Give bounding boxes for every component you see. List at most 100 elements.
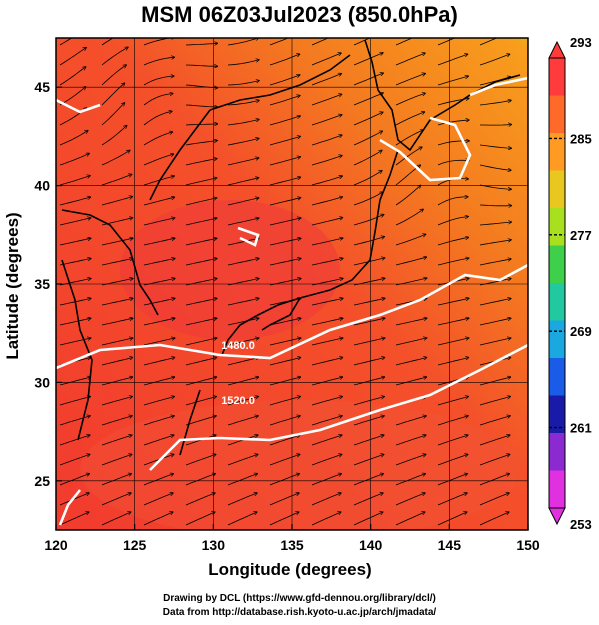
colorbar-segment bbox=[549, 283, 565, 321]
streamline bbox=[395, 185, 421, 206]
colorbar-segment bbox=[549, 58, 565, 96]
x-tick-label: 150 bbox=[516, 537, 540, 553]
streamline bbox=[101, 103, 125, 126]
streamline bbox=[479, 416, 510, 426]
streamline bbox=[437, 338, 469, 346]
streamline bbox=[227, 238, 259, 246]
streamline bbox=[143, 94, 173, 106]
streamline bbox=[101, 150, 130, 166]
streamline bbox=[269, 177, 301, 186]
streamline bbox=[227, 358, 259, 366]
streamline bbox=[185, 377, 217, 386]
streamline bbox=[479, 338, 511, 346]
streamline bbox=[227, 298, 259, 306]
streamline bbox=[185, 474, 215, 486]
streamline bbox=[395, 257, 427, 266]
streamline bbox=[269, 338, 301, 346]
streamline bbox=[479, 397, 510, 406]
streamline bbox=[101, 279, 133, 286]
x-tick-label: 140 bbox=[359, 537, 383, 553]
axis-ticks: 120 125 130 135 140 145 150 25 30 35 40 45 bbox=[34, 79, 539, 553]
streamline bbox=[437, 416, 468, 426]
streamline bbox=[395, 358, 427, 366]
streamline bbox=[59, 153, 89, 166]
streamline bbox=[353, 377, 385, 386]
streamline bbox=[185, 358, 217, 366]
streamline bbox=[59, 87, 86, 106]
streamline bbox=[395, 112, 425, 126]
streamline bbox=[227, 338, 259, 346]
streamline bbox=[101, 298, 133, 306]
streamline bbox=[143, 377, 175, 386]
x-tick-label: 135 bbox=[280, 537, 304, 553]
isotherm-contours bbox=[56, 76, 528, 526]
streamline bbox=[143, 358, 175, 366]
streamline bbox=[311, 218, 343, 226]
streamline bbox=[59, 38, 73, 46]
streamline bbox=[143, 318, 175, 326]
streamline bbox=[185, 84, 217, 88]
streamline bbox=[227, 416, 258, 426]
streamline bbox=[143, 474, 173, 486]
streamline bbox=[311, 435, 342, 446]
streamline bbox=[143, 279, 175, 286]
streamline bbox=[185, 493, 215, 506]
streamline bbox=[143, 259, 175, 266]
streamline bbox=[227, 218, 259, 226]
streamline bbox=[143, 57, 174, 66]
streamline bbox=[269, 198, 301, 206]
streamline bbox=[479, 184, 511, 189]
streamline bbox=[227, 259, 259, 266]
streamline bbox=[395, 493, 425, 506]
y-axis-title: Latitude (degrees) bbox=[3, 212, 22, 359]
streamline bbox=[479, 454, 510, 466]
streamline bbox=[437, 38, 456, 46]
streamline bbox=[101, 47, 128, 66]
x-tick-label: 145 bbox=[438, 537, 462, 553]
streamline bbox=[479, 493, 509, 506]
streamline bbox=[227, 119, 259, 126]
streamline bbox=[353, 358, 385, 366]
streamline bbox=[479, 222, 511, 226]
streamline bbox=[101, 435, 132, 446]
streamline bbox=[185, 279, 217, 286]
streamline bbox=[227, 198, 259, 206]
streamline bbox=[269, 474, 299, 486]
streamline bbox=[479, 144, 511, 148]
streamline bbox=[269, 493, 299, 506]
streamline bbox=[101, 493, 131, 506]
streamline bbox=[395, 512, 425, 526]
credits-line-1: Drawing by DCL (https://www.gfd-dennou.o… bbox=[163, 593, 436, 604]
streamline bbox=[395, 318, 427, 326]
streamline bbox=[269, 377, 301, 386]
streamline bbox=[353, 493, 383, 506]
streamline bbox=[353, 338, 385, 346]
streamline bbox=[227, 512, 257, 526]
streamline bbox=[353, 278, 385, 286]
streamline bbox=[227, 81, 259, 86]
streamline bbox=[185, 416, 216, 426]
streamline bbox=[479, 205, 512, 206]
streamline bbox=[395, 435, 426, 446]
streamline bbox=[353, 73, 383, 86]
streamline bbox=[479, 377, 511, 386]
colorbar-tick-label: 253 bbox=[570, 517, 592, 532]
map-plot-area: 1480.0 1520.0 bbox=[56, 38, 528, 530]
streamline bbox=[101, 126, 127, 146]
streamline bbox=[395, 454, 426, 466]
streamline bbox=[311, 176, 342, 186]
streamline bbox=[101, 38, 114, 46]
streamline bbox=[101, 474, 131, 486]
streamline bbox=[353, 171, 382, 186]
streamline bbox=[59, 218, 91, 226]
streamline bbox=[395, 74, 425, 86]
y-tick-label: 35 bbox=[34, 276, 50, 292]
streamline bbox=[353, 512, 383, 526]
streamline bbox=[311, 493, 341, 506]
streamline bbox=[227, 38, 259, 46]
streamline bbox=[227, 377, 259, 386]
colorbar-tick-label: 261 bbox=[570, 421, 592, 436]
streamline bbox=[59, 176, 90, 186]
streamline bbox=[269, 38, 289, 46]
streamline bbox=[353, 454, 384, 466]
